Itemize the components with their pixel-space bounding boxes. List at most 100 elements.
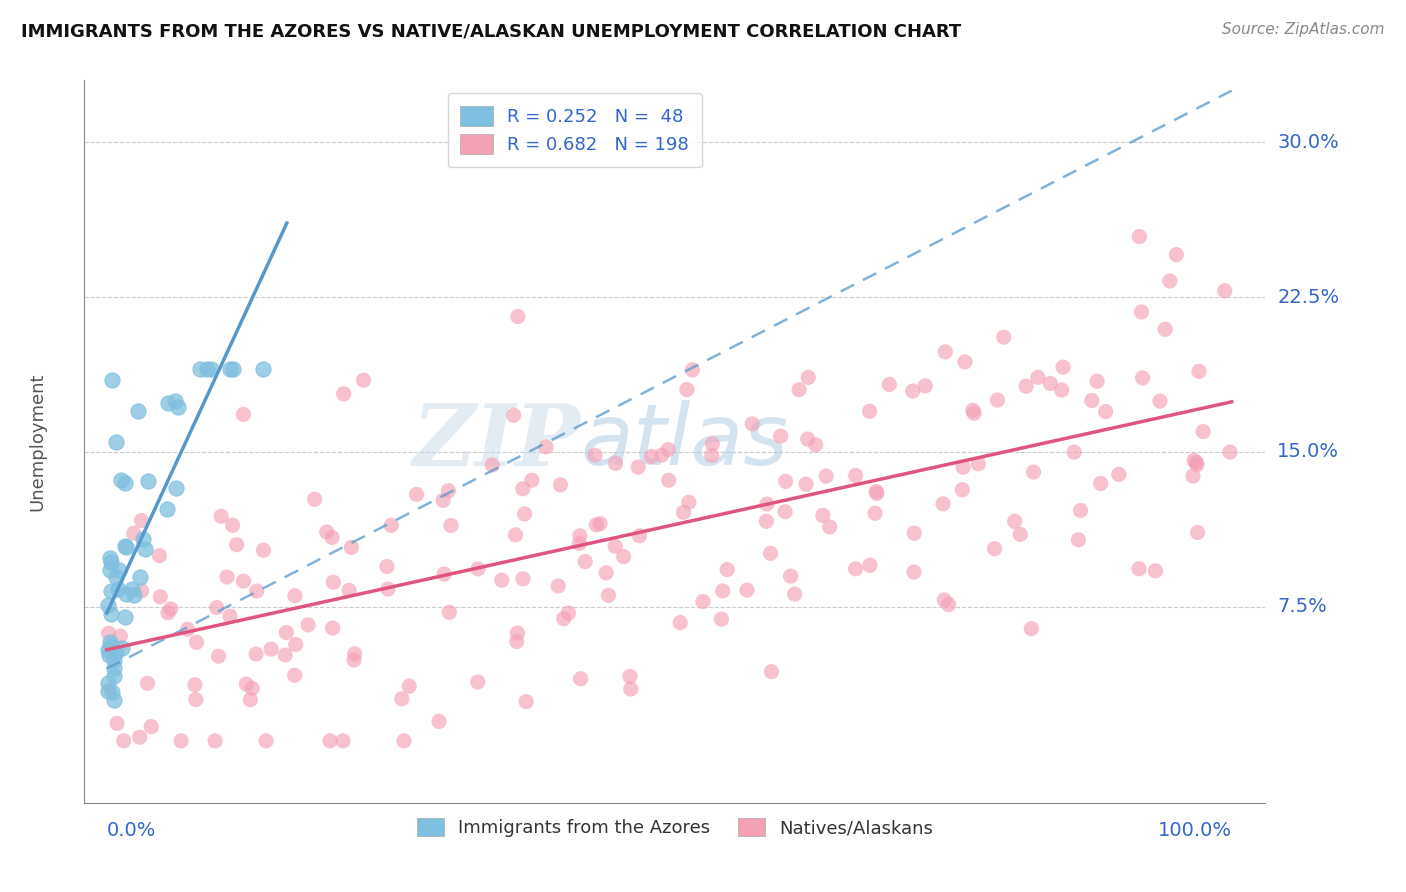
Point xyxy=(100,607,122,621)
Point xyxy=(100,639,122,653)
Point xyxy=(512,482,534,496)
Point xyxy=(115,587,138,601)
Point xyxy=(165,394,187,409)
Point xyxy=(321,531,343,545)
Point xyxy=(121,582,143,596)
Point xyxy=(589,516,612,531)
Point xyxy=(1022,465,1045,479)
Point xyxy=(156,606,179,620)
Point xyxy=(122,588,145,602)
Point xyxy=(557,606,579,620)
Point xyxy=(938,598,960,612)
Point xyxy=(467,562,489,576)
Point xyxy=(1181,469,1204,483)
Point xyxy=(103,660,125,674)
Point xyxy=(260,642,283,657)
Point xyxy=(815,469,838,483)
Point xyxy=(337,583,360,598)
Point xyxy=(156,396,179,410)
Point xyxy=(159,602,181,616)
Point xyxy=(568,529,591,543)
Point xyxy=(879,377,901,392)
Point xyxy=(353,373,375,387)
Point xyxy=(343,653,366,667)
Point xyxy=(235,677,257,691)
Point xyxy=(110,629,132,643)
Point xyxy=(1213,284,1236,298)
Point xyxy=(240,681,263,696)
Point xyxy=(657,442,679,457)
Point xyxy=(114,540,136,554)
Point xyxy=(796,432,818,446)
Point xyxy=(252,543,274,558)
Point xyxy=(863,506,886,520)
Point xyxy=(505,634,527,648)
Point xyxy=(1144,564,1167,578)
Point xyxy=(398,679,420,693)
Point xyxy=(481,458,503,472)
Point xyxy=(779,569,801,583)
Point xyxy=(755,514,778,528)
Text: 22.5%: 22.5% xyxy=(1277,287,1340,307)
Point xyxy=(568,536,591,550)
Point xyxy=(222,362,245,376)
Point xyxy=(1188,364,1211,378)
Point xyxy=(1050,383,1073,397)
Point xyxy=(1052,360,1074,375)
Point xyxy=(100,583,122,598)
Point xyxy=(619,669,641,683)
Point xyxy=(332,734,354,748)
Point xyxy=(550,478,572,492)
Point xyxy=(184,678,207,692)
Point xyxy=(1004,514,1026,528)
Point xyxy=(391,691,413,706)
Point xyxy=(200,362,222,376)
Point xyxy=(128,730,150,744)
Point xyxy=(380,518,402,533)
Point xyxy=(129,570,152,584)
Point xyxy=(506,310,529,324)
Point xyxy=(101,373,124,387)
Point xyxy=(901,384,924,398)
Point xyxy=(97,643,120,657)
Point xyxy=(188,362,211,376)
Point xyxy=(952,460,974,475)
Point xyxy=(232,574,254,589)
Point xyxy=(769,429,792,443)
Point xyxy=(1128,562,1150,576)
Point xyxy=(983,541,1005,556)
Point xyxy=(515,695,537,709)
Point xyxy=(184,692,207,706)
Point xyxy=(811,508,834,523)
Point xyxy=(761,665,783,679)
Point xyxy=(110,473,132,487)
Point xyxy=(787,383,810,397)
Point xyxy=(700,449,723,463)
Point xyxy=(405,487,427,501)
Text: 7.5%: 7.5% xyxy=(1277,597,1327,616)
Point xyxy=(170,734,193,748)
Point xyxy=(100,684,122,698)
Point xyxy=(962,403,984,417)
Point xyxy=(681,363,703,377)
Point xyxy=(669,615,692,630)
Point xyxy=(276,625,298,640)
Point xyxy=(755,497,778,511)
Point xyxy=(322,575,344,590)
Point xyxy=(433,567,456,582)
Point xyxy=(1149,394,1171,409)
Point xyxy=(232,408,254,422)
Point xyxy=(1108,467,1130,482)
Point xyxy=(903,526,925,541)
Point xyxy=(993,330,1015,344)
Point xyxy=(547,579,569,593)
Point xyxy=(315,524,337,539)
Point xyxy=(953,355,976,369)
Point xyxy=(166,400,188,414)
Point xyxy=(111,640,134,655)
Point xyxy=(603,540,626,554)
Point xyxy=(215,570,238,584)
Point xyxy=(1026,370,1049,384)
Point xyxy=(98,551,121,566)
Point xyxy=(97,598,120,612)
